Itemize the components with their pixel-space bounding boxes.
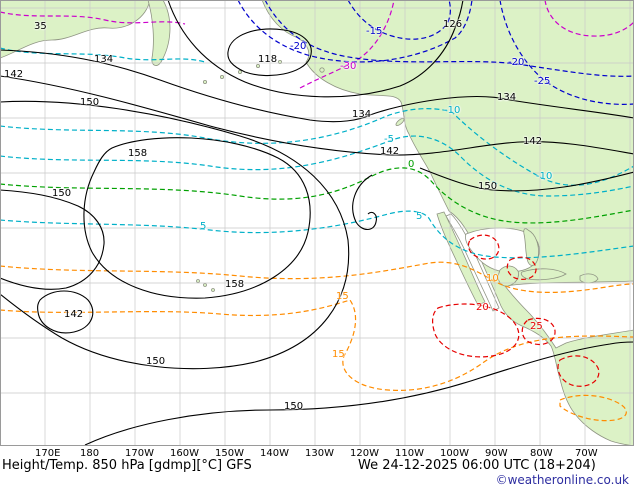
height-contour-134 [0, 49, 634, 123]
temp-contour-label: 15 [336, 291, 349, 302]
longitude-tick-label: 80W [530, 448, 553, 459]
height-contour-label: 158 [225, 279, 245, 290]
height-contour-label: 150 [146, 356, 166, 367]
temp-contour-label: 25 [530, 321, 543, 332]
longitude-tick-label: 100W [440, 448, 469, 459]
temp-contour-label: -30 [340, 61, 357, 72]
longitude-tick-label: 170W [125, 448, 154, 459]
graticule [0, 0, 634, 446]
height-contour-label: 142 [64, 309, 84, 320]
temp-contour-plus15 [0, 299, 634, 391]
height-contour-label: 150 [80, 97, 100, 108]
temp-contour-cold-topleft [0, 11, 186, 25]
height-contour-label: 118 [258, 54, 278, 65]
height-contour-label: 142 [4, 69, 24, 80]
temp-contour-plus25 [521, 317, 556, 346]
temp-contour-minus25-east [499, 0, 634, 105]
land-kamchatka [147, 0, 171, 66]
temp-squiggle-mexico-2 [506, 256, 537, 280]
land-florida [523, 228, 539, 266]
longitude-tick-label: 110W [395, 448, 424, 459]
height-contour-126 [167, 0, 464, 98]
height-contour-158-high [83, 137, 311, 299]
temp-contour-minus25-west [237, 0, 473, 63]
temp-contour-label: -10 [536, 171, 553, 182]
longitude-tick-label: 160W [170, 448, 199, 459]
caribbean-sea [504, 280, 634, 349]
land-north-america [261, 0, 634, 446]
height-contour-label: 150 [284, 401, 304, 412]
temp-contour-label: -10 [444, 105, 461, 116]
height-contour-142 [0, 75, 634, 156]
temp-contour-plus5 [0, 210, 634, 259]
temp-contour-label: -5 [384, 134, 394, 145]
map-datetime: We 24-12-2025 06:00 UTC (18+204) [358, 458, 596, 473]
temp-contour-plus10 [0, 261, 634, 293]
aleutian-islands [202, 60, 325, 85]
temp-contour-label: -20 [508, 57, 525, 68]
height-contour-label: 35 [34, 21, 47, 32]
longitude-tick-label: 130W [305, 448, 334, 459]
temp-contour-label: 15 [332, 349, 345, 360]
map-title: Height/Temp. 850 hPa [gdmp][°C] GFS [2, 458, 252, 473]
longitude-tick-label: 140W [260, 448, 289, 459]
temp-contour-label: 5 [416, 211, 423, 222]
island-hispaniola [579, 273, 599, 284]
weather-map-svg [0, 0, 634, 446]
height-contour-118-low [227, 28, 312, 77]
copyright-link[interactable]: ©weatheronline.co.uk [495, 473, 629, 487]
temp-contour-plus20 [432, 303, 520, 358]
height-contour-142-low [37, 290, 94, 334]
land-yucatan [497, 265, 519, 287]
temp-contour-minus5 [0, 135, 634, 197]
land-siberia [0, 0, 151, 59]
height-contour-label: 134 [94, 54, 114, 65]
temp-contour-minus10 [0, 108, 634, 186]
height-contour-label: 134 [497, 92, 517, 103]
height-contour-150-mexico [419, 167, 634, 192]
height-contour-label: 142 [380, 146, 400, 157]
hawaiian-islands [196, 279, 215, 292]
temp-contour-label: -20 [290, 41, 307, 52]
height-contour-150-ring [0, 100, 350, 370]
longitude-tick-label: 150W [215, 448, 244, 459]
height-contour-label: 134 [352, 109, 372, 120]
height-contour-label: 150 [478, 181, 498, 192]
height-contour-label: 158 [128, 148, 148, 159]
temp-contour-topleft [0, 47, 206, 63]
island-vancouver [395, 118, 405, 126]
longitude-tick-label: 120W [350, 448, 379, 459]
longitude-tick-label: 180 [80, 448, 100, 459]
gulf-of-mexico [465, 227, 540, 273]
temp-squiggle-central-america [557, 355, 600, 387]
temp-contour-label: 10 [486, 273, 499, 284]
height-contour-coastal-hook [352, 174, 377, 231]
height-contour-label: 142 [523, 136, 543, 147]
temp-contour-minus20 [264, 0, 634, 77]
height-contour-label: 126 [443, 19, 463, 30]
temp-contour-label: 20 [476, 302, 489, 313]
temp-squiggle-south [559, 394, 627, 422]
temp-contour-label: -15 [366, 26, 383, 37]
temp-contour-minus30-alaska [299, 0, 395, 89]
temp-contour-label: 5 [200, 221, 207, 232]
height-contour-label: 150 [52, 188, 72, 199]
temp-contour-label: 0 [408, 159, 415, 170]
temp-contour-zero [0, 167, 634, 224]
temp-contour-label: -25 [534, 76, 551, 87]
temp-squiggle-mexico-1 [467, 234, 500, 260]
longitude-tick-label: 90W [485, 448, 508, 459]
height-contour-150-west [0, 189, 105, 290]
longitude-tick-label: 70W [575, 448, 598, 459]
longitude-tick-label: 170E [35, 448, 61, 459]
temp-contour-minus30-northeast [544, 0, 634, 37]
height-contour-150-south [84, 341, 634, 446]
